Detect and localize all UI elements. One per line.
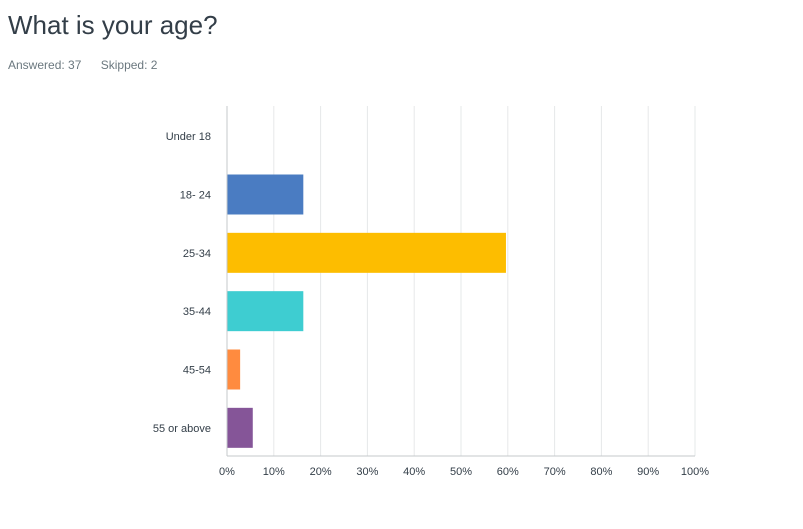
x-tick-label: 100% bbox=[681, 466, 709, 478]
bar-55-or-above bbox=[227, 407, 253, 448]
x-tick-label: 50% bbox=[450, 466, 472, 478]
x-tick-label: 80% bbox=[590, 466, 612, 478]
bar-45-54 bbox=[227, 349, 241, 390]
x-tick-label: 40% bbox=[403, 466, 425, 478]
category-label: 35-44 bbox=[183, 306, 211, 318]
bar-18-24 bbox=[227, 174, 304, 215]
category-label: 25-34 bbox=[183, 248, 211, 260]
x-tick-label: 0% bbox=[219, 466, 235, 478]
answered-count: Answered: 37 bbox=[8, 58, 82, 72]
x-tick-label: 90% bbox=[637, 466, 659, 478]
bar-35-44 bbox=[227, 291, 304, 332]
category-label: 55 or above bbox=[153, 423, 211, 435]
x-tick-label: 30% bbox=[356, 466, 378, 478]
response-stats: Answered: 37 Skipped: 2 bbox=[8, 58, 157, 72]
x-tick-label: 70% bbox=[544, 466, 566, 478]
x-tick-label: 10% bbox=[263, 466, 285, 478]
category-label: Under 18 bbox=[166, 131, 211, 143]
bar-25-34 bbox=[227, 232, 506, 273]
x-tick-label: 60% bbox=[497, 466, 519, 478]
question-title: What is your age? bbox=[8, 10, 218, 40]
x-tick-label: 20% bbox=[310, 466, 332, 478]
category-label: 45-54 bbox=[183, 365, 211, 377]
category-label: 18- 24 bbox=[180, 190, 211, 202]
skipped-count: Skipped: 2 bbox=[100, 58, 158, 72]
